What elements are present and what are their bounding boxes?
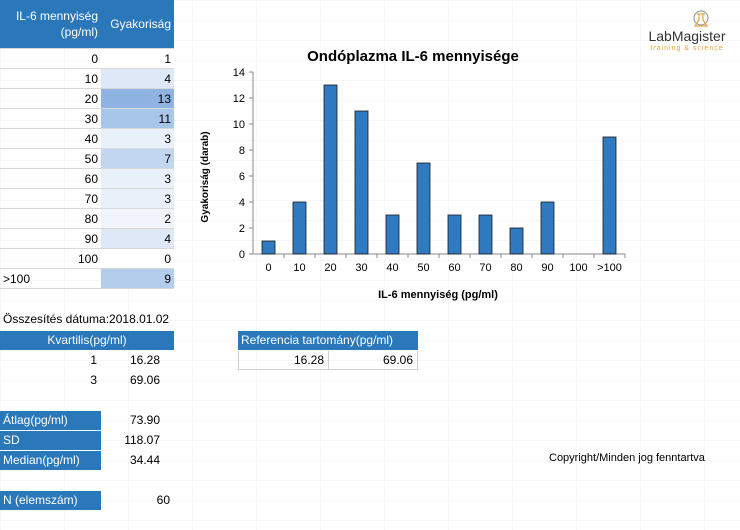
- bin-cell[interactable]: 70: [0, 188, 101, 209]
- x-tick-label: 20: [324, 262, 336, 274]
- x-tick-label: 90: [541, 262, 553, 274]
- frequency-row: 10 4: [0, 68, 174, 89]
- median-label[interactable]: Median(pg/ml): [0, 451, 101, 470]
- logo-name: LabMagister: [648, 28, 726, 44]
- x-tick-label: 50: [417, 262, 429, 274]
- mean-value[interactable]: 73.90: [129, 413, 160, 427]
- bin-cell[interactable]: 20: [0, 88, 101, 109]
- count-cell[interactable]: 13: [101, 88, 174, 109]
- histogram-bar: [602, 136, 617, 255]
- reference-low-value[interactable]: 16.28: [238, 351, 328, 370]
- count-cell[interactable]: 7: [101, 148, 174, 169]
- mean-label[interactable]: Átlag(pg/ml): [0, 411, 101, 430]
- frequency-row: 70 3: [0, 188, 174, 209]
- summary-date-line: Összesítés dátuma:2018.01.02: [3, 312, 169, 326]
- x-tick-label: 0: [265, 262, 271, 274]
- bin-cell[interactable]: 30: [0, 108, 101, 129]
- count-cell[interactable]: 11: [101, 108, 174, 129]
- frequency-row: 90 4: [0, 228, 174, 249]
- x-tick-label: 70: [479, 262, 491, 274]
- logo-tagline: training & science: [650, 45, 724, 52]
- chart-title: Ondóplazma IL-6 mennyisége: [307, 48, 519, 65]
- count-cell[interactable]: 1: [101, 48, 174, 69]
- histogram-bar: [292, 201, 307, 255]
- count-header[interactable]: Gyakoriság: [101, 0, 174, 49]
- frequency-row: 20 13: [0, 88, 174, 109]
- bin-cell[interactable]: 0: [0, 48, 101, 69]
- bin-cell[interactable]: 50: [0, 148, 101, 169]
- bin-header[interactable]: IL-6 mennyiség (pg/ml): [0, 0, 101, 49]
- y-tick-label: 10: [233, 119, 245, 131]
- summary-date-value[interactable]: 2018.01.02: [109, 312, 170, 326]
- quartile-1-label[interactable]: 1: [90, 353, 97, 367]
- frequency-row: 100 0: [0, 248, 174, 269]
- x-tick-label: 100: [569, 262, 587, 274]
- x-tick-label: 10: [293, 262, 305, 274]
- histogram-bar: [261, 240, 276, 255]
- count-cell[interactable]: 2: [101, 208, 174, 229]
- histogram-bar: [509, 227, 524, 255]
- quartile-header[interactable]: Kvartilis(pg/ml): [0, 331, 174, 350]
- x-tick-label: 30: [355, 262, 367, 274]
- y-tick-label: 4: [239, 197, 245, 209]
- histogram-bar: [416, 162, 431, 255]
- quartile-3-value[interactable]: 69.06: [129, 373, 160, 387]
- count-cell[interactable]: 3: [101, 128, 174, 149]
- bin-cell[interactable]: 40: [0, 128, 101, 149]
- quartile-3-label[interactable]: 3: [90, 373, 97, 387]
- count-cell[interactable]: 3: [101, 188, 174, 209]
- frequency-row: 30 11: [0, 108, 174, 129]
- quartile-1-value[interactable]: 16.28: [129, 353, 160, 367]
- bin-cell[interactable]: 80: [0, 208, 101, 229]
- bin-cell[interactable]: 60: [0, 168, 101, 189]
- count-cell[interactable]: 4: [101, 68, 174, 89]
- frequency-row: 80 2: [0, 208, 174, 229]
- y-tick-label: 14: [233, 67, 245, 79]
- reference-high-value[interactable]: 69.06: [328, 351, 418, 370]
- sd-label[interactable]: SD: [0, 431, 101, 450]
- bin-cell[interactable]: 90: [0, 228, 101, 249]
- frequency-row: 40 3: [0, 128, 174, 149]
- bin-cell[interactable]: 100: [0, 248, 101, 269]
- x-tick-label: >100: [597, 262, 622, 274]
- summary-date-label: Összesítés dátuma:: [3, 312, 110, 326]
- y-axis-label: Gyakoriság (darab): [200, 131, 211, 222]
- count-cell[interactable]: 4: [101, 228, 174, 249]
- median-value[interactable]: 34.44: [129, 453, 160, 467]
- count-cell[interactable]: 3: [101, 168, 174, 189]
- frequency-row: 60 3: [0, 168, 174, 189]
- flask-logo-icon: [693, 10, 709, 27]
- x-tick-label: 40: [386, 262, 398, 274]
- y-tick-label: 2: [239, 223, 245, 235]
- reference-header[interactable]: Referencia tartomány(pg/ml): [238, 331, 418, 350]
- histogram-chart: Ondóplazma IL-6 mennyisége IL-6 mennyisé…: [200, 48, 626, 301]
- x-axis-label: IL-6 mennyiség (pg/ml): [378, 289, 498, 301]
- count-cell[interactable]: 9: [101, 268, 174, 289]
- histogram-bar: [323, 84, 338, 255]
- y-tick-label: 6: [239, 171, 245, 183]
- histogram-bar: [540, 201, 555, 255]
- bin-cell[interactable]: 10: [0, 68, 101, 89]
- histogram-bar: [447, 214, 462, 255]
- x-tick-label: 60: [448, 262, 460, 274]
- frequency-row: >100 9: [0, 268, 174, 289]
- histogram-bar: [478, 214, 493, 255]
- bin-cell[interactable]: >100: [0, 268, 101, 289]
- frequency-table: IL-6 mennyiség (pg/ml) Gyakoriság 0 1 10 4 2…: [0, 0, 174, 289]
- y-tick-label: 8: [239, 145, 245, 157]
- copyright-text: Copyright/Minden jog fenntartva: [549, 452, 705, 464]
- frequency-row: 50 7: [0, 148, 174, 169]
- x-tick-label: 80: [510, 262, 522, 274]
- count-cell[interactable]: 0: [101, 248, 174, 269]
- y-tick-label: 0: [239, 249, 245, 261]
- n-label[interactable]: N (elemszám): [0, 491, 101, 510]
- n-value[interactable]: 60: [156, 493, 170, 507]
- sd-value[interactable]: 118.07: [124, 433, 160, 447]
- y-tick-label: 12: [233, 93, 245, 105]
- labmagister-logo: LabMagister training & science: [637, 6, 737, 56]
- histogram-bar: [354, 110, 369, 255]
- histogram-bar: [385, 214, 400, 255]
